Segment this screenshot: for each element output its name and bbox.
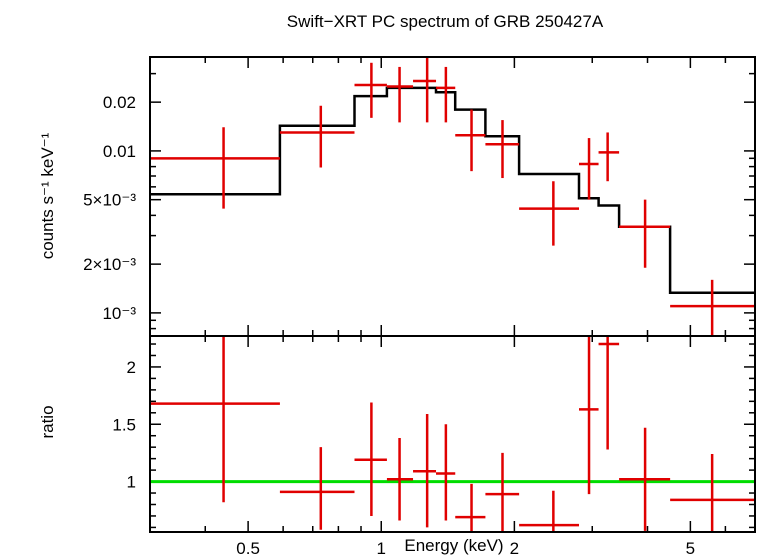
ratio-data-point [670, 454, 755, 532]
spectrum-y-tick-label: 5×10⁻³ [83, 191, 136, 210]
spectrum-data-point [598, 132, 620, 182]
ratio-y-tick-label: 1 [127, 473, 136, 492]
spectrum-data-point [455, 109, 486, 172]
ratio-data-point [413, 413, 437, 528]
x-tick-label: 5 [686, 539, 695, 556]
ratio-y-axis-label: ratio [38, 405, 57, 438]
ratio-data-point [436, 424, 456, 521]
model-step-line [150, 86, 755, 295]
ratio-panel: 1 1.5 2 0.5 1 2 5 [112, 335, 756, 556]
spectrum-y-tick-label: 2×10⁻³ [83, 255, 136, 274]
spectrum-data-point [519, 181, 580, 246]
x-tick-label: 2 [510, 539, 519, 556]
ratio-data-point [150, 336, 280, 503]
chart-title: Swift−XRT PC spectrum of GRB 250427A [287, 12, 604, 31]
spectrum-data-point [670, 279, 755, 336]
ratio-data-point [598, 336, 620, 450]
spectrum-data-point [354, 62, 387, 118]
ratio-data-point [619, 427, 671, 531]
x-tick-label: 1 [377, 539, 386, 556]
ratio-y-tick-label: 1.5 [112, 415, 136, 434]
ratio-frame [149, 335, 756, 533]
spectrum-data-point [386, 66, 414, 123]
spectrum-y-tick-label: 0.02 [103, 93, 136, 112]
ratio-y-tick-label: 2 [127, 358, 136, 377]
spectrum-y-axis-label: counts s⁻¹ keV⁻¹ [38, 132, 57, 259]
spectrum-data-point [579, 138, 599, 200]
spectrum-panel: 0.02 0.01 5×10⁻³ 2×10⁻³ 10⁻³ [83, 56, 756, 337]
ratio-data-point [455, 483, 486, 532]
spectrum-data-point [279, 105, 355, 168]
ratio-data-point [579, 336, 599, 495]
ratio-data-point [279, 447, 355, 530]
ratio-data-point [485, 452, 520, 532]
spectrum-y-tick-label: 10⁻³ [102, 304, 136, 323]
spectrum-y-tick-label: 0.01 [103, 142, 136, 161]
spectrum-data-point [485, 120, 520, 179]
x-axis-label: Energy (keV) [404, 536, 503, 555]
spectrum-data-point [150, 127, 280, 209]
x-tick-label: 0.5 [236, 539, 260, 556]
ratio-data-point [519, 490, 580, 532]
ratio-data-point [386, 438, 414, 521]
spectrum-data-point [413, 57, 437, 123]
spectrum-frame [149, 56, 756, 337]
spectrum-data-point [436, 66, 456, 123]
ratio-data-point [354, 402, 387, 516]
spectrum-data-point [619, 199, 671, 268]
